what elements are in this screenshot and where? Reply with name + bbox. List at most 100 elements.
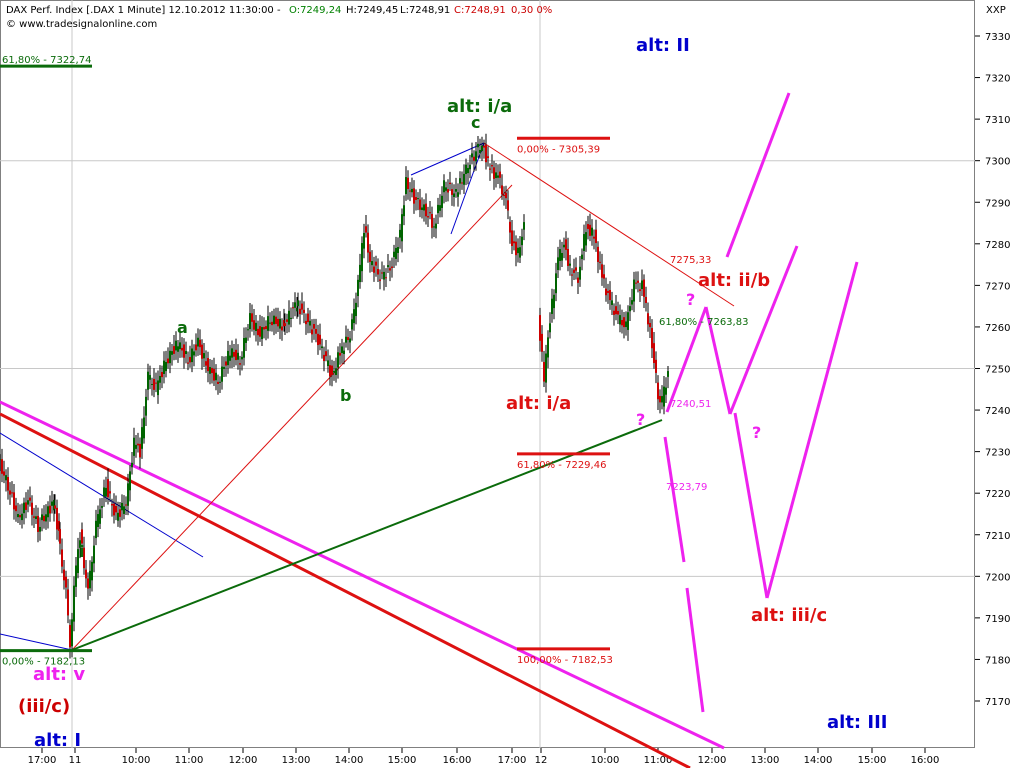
candle-body xyxy=(61,549,63,567)
candle-body xyxy=(19,515,21,518)
candle-body xyxy=(159,375,161,383)
candle-body xyxy=(663,386,665,407)
candle-body xyxy=(155,382,157,384)
projection-down-a xyxy=(663,436,686,563)
candle-body xyxy=(539,315,541,341)
candle-body xyxy=(107,479,109,498)
candle-body xyxy=(309,320,311,326)
candle-body xyxy=(133,437,135,456)
candle-body xyxy=(113,503,115,516)
candle-body xyxy=(253,320,255,330)
candle-body xyxy=(573,269,575,273)
candle-body xyxy=(403,205,405,217)
candle-body xyxy=(553,294,555,309)
candle-body xyxy=(97,514,99,527)
candle-body xyxy=(349,338,351,343)
candle-body xyxy=(37,515,39,532)
candle-body xyxy=(297,300,299,307)
candle-body xyxy=(395,247,397,259)
candle-body xyxy=(365,226,367,233)
candle-body xyxy=(11,492,13,494)
candle-body xyxy=(83,547,85,569)
projection-down-1 xyxy=(704,306,732,415)
candle-body xyxy=(499,171,501,178)
candle-body xyxy=(419,199,421,210)
candle-body xyxy=(629,306,631,312)
candle-body xyxy=(284,323,286,327)
candle-body xyxy=(585,232,587,246)
candle-body xyxy=(407,177,409,190)
candle-body xyxy=(301,303,303,310)
candle-body xyxy=(211,367,213,374)
candle-body xyxy=(495,172,497,179)
candle-body xyxy=(511,230,513,246)
candle-body xyxy=(567,248,569,266)
candle-body xyxy=(241,356,243,360)
candle-body xyxy=(54,505,56,509)
candle-body xyxy=(379,279,381,281)
candle-body xyxy=(373,266,375,273)
y-tick-label: 7200 xyxy=(985,572,1010,583)
green-support-line xyxy=(71,419,663,651)
candle-body xyxy=(163,360,165,374)
candle-body xyxy=(411,188,413,193)
candle-body xyxy=(441,195,443,208)
candle-body xyxy=(171,351,173,355)
candle-body xyxy=(563,244,565,248)
candle-body xyxy=(227,350,229,366)
candle-body xyxy=(321,346,323,349)
candle-body xyxy=(183,344,185,358)
fib-level-label: 61,80% - 7322,74 xyxy=(2,55,91,66)
projection-down-2 xyxy=(733,412,769,599)
candle-body xyxy=(41,514,43,521)
candle-body xyxy=(307,313,309,323)
candle-body xyxy=(151,383,153,385)
candle-body xyxy=(95,520,97,539)
candle-body xyxy=(459,178,461,184)
candle-body xyxy=(617,310,619,315)
candle-body xyxy=(117,512,119,521)
candle-body xyxy=(294,302,296,308)
candle-body xyxy=(235,349,237,361)
candle-body xyxy=(551,298,553,314)
candle-body xyxy=(557,257,559,271)
candle-body xyxy=(555,273,557,294)
candle-body xyxy=(125,504,127,506)
projection-up-2 xyxy=(728,245,799,415)
candle-body xyxy=(281,326,283,331)
y-axis: 7170 7180 7190 7200 7210 7220 7230 7240 7250 7260… xyxy=(975,32,1010,708)
candle-body xyxy=(292,307,294,309)
candle-body xyxy=(273,315,275,325)
candle-body xyxy=(547,337,549,358)
candle-body xyxy=(391,266,393,268)
label-alt-I: alt: I xyxy=(34,730,81,751)
candle-body xyxy=(189,356,191,363)
candle-body xyxy=(385,277,387,279)
fib-levels: 61,80% - 7322,74 0,00% - 7305,39 61,80% - … xyxy=(0,55,613,668)
x-tick-label: 11:00 xyxy=(644,755,673,766)
magenta-channel-line xyxy=(0,400,725,750)
candle-body xyxy=(21,513,23,521)
candle-body xyxy=(643,279,645,297)
candle-body xyxy=(157,380,159,396)
candle-body xyxy=(1,459,3,474)
candle-body xyxy=(288,310,290,325)
candle-body xyxy=(589,224,591,236)
candle-body xyxy=(141,427,143,449)
header-close: C:7248,91 xyxy=(454,5,506,16)
candle-body xyxy=(269,322,271,324)
y-tick-label: 7220 xyxy=(985,489,1010,500)
candle-body xyxy=(649,322,651,328)
candle-body xyxy=(123,506,125,514)
candle-body xyxy=(559,249,561,262)
candle-body xyxy=(597,246,599,262)
candle-body xyxy=(561,252,563,261)
candle-body xyxy=(23,502,25,514)
candle-body xyxy=(81,529,83,544)
y-tick-label: 7330 xyxy=(985,32,1010,43)
candle-body xyxy=(91,561,93,581)
label-alt-ia-top: alt: i/a xyxy=(447,96,512,117)
x-tick-label: 13:00 xyxy=(282,755,311,766)
candle-body xyxy=(631,300,633,305)
